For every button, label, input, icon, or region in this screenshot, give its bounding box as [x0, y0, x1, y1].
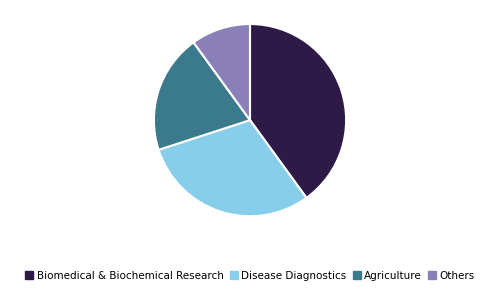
Legend: Biomedical & Biochemical Research, Disease Diagnostics, Agriculture, Others: Biomedical & Biochemical Research, Disea…	[21, 267, 479, 285]
Wedge shape	[154, 42, 250, 150]
Wedge shape	[250, 24, 346, 198]
Wedge shape	[194, 24, 250, 120]
Wedge shape	[158, 120, 306, 216]
